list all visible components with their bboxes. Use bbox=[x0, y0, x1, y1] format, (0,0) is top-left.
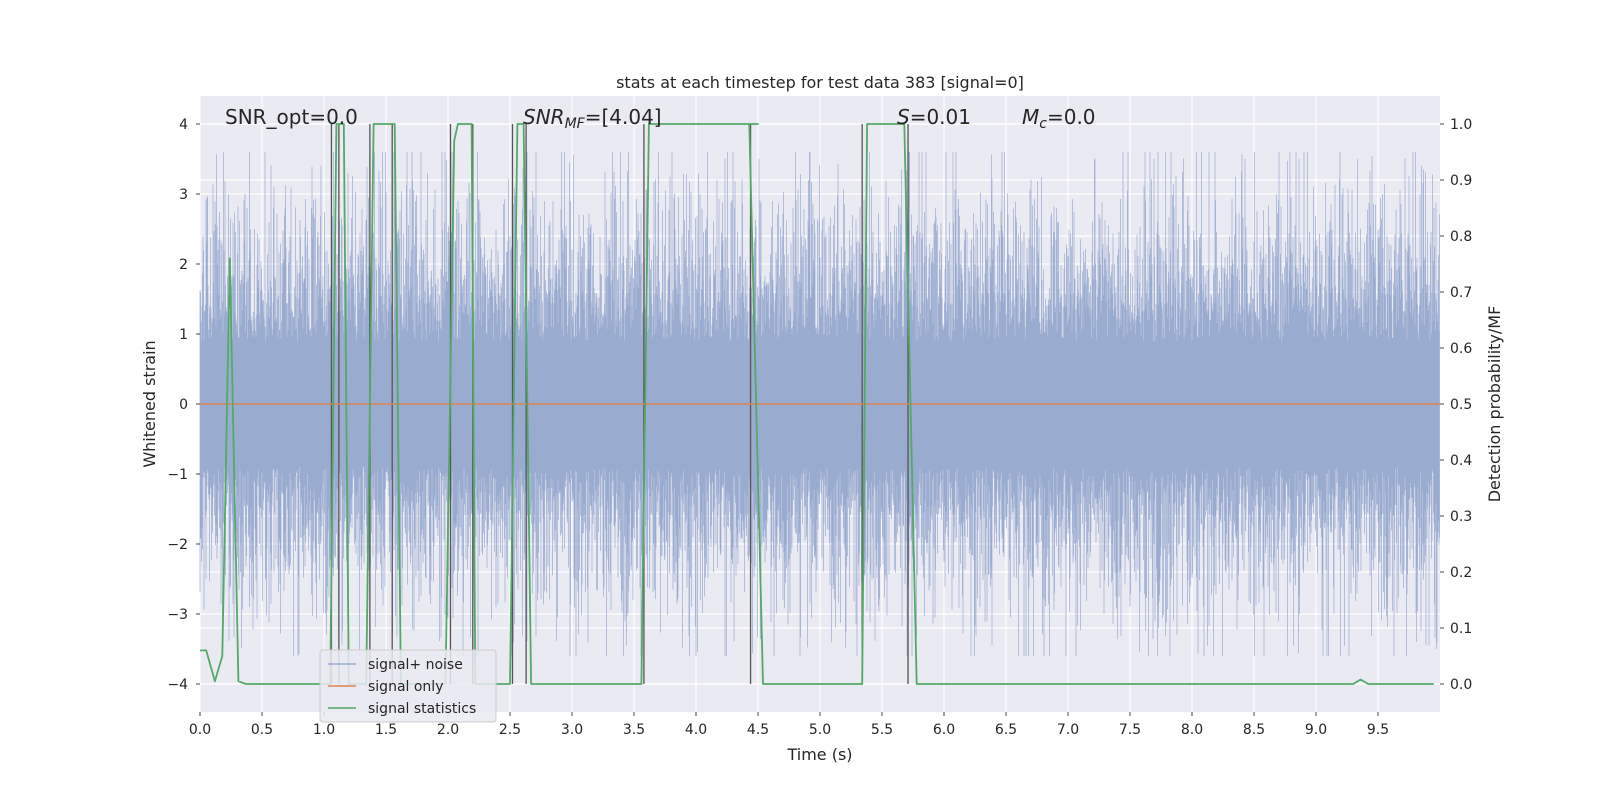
annotation-mc: Mc=0.0 bbox=[1022, 105, 1096, 132]
series-signal-statistics bbox=[200, 123, 1434, 685]
x-tick-label: 1.5 bbox=[375, 722, 397, 738]
x-tick-label: 6.0 bbox=[933, 722, 955, 738]
y-right-tick-label: 0.7 bbox=[1450, 285, 1472, 301]
x-tick-label: 9.5 bbox=[1367, 722, 1389, 738]
y-tick-label: 2 bbox=[179, 257, 188, 273]
y-right-tick-label: 0.8 bbox=[1450, 229, 1472, 245]
x-tick-label: 7.0 bbox=[1057, 722, 1079, 738]
y-axis-label: Whitened strain bbox=[140, 340, 159, 467]
y-tick-label: 3 bbox=[179, 187, 188, 203]
y-right-tick-label: 0.5 bbox=[1450, 397, 1472, 413]
y-axis-right-label: Detection probability/MF bbox=[1485, 306, 1504, 503]
x-tick-label: 1.0 bbox=[313, 722, 335, 738]
annotation-snr-mf: SNRMF=[4.04] bbox=[523, 105, 662, 132]
y-right-tick-label: 1.0 bbox=[1450, 117, 1472, 133]
x-tick-label: 6.5 bbox=[995, 722, 1017, 738]
x-tick-label: 7.5 bbox=[1119, 722, 1141, 738]
annotation-s-value: =0.01 bbox=[910, 105, 971, 129]
x-tick-label: 9.0 bbox=[1305, 722, 1327, 738]
y-right-tick-label: 0.3 bbox=[1450, 509, 1472, 525]
y-right-tick-label: 0.4 bbox=[1450, 453, 1472, 469]
annotation-mc-value: =0.0 bbox=[1047, 105, 1096, 129]
x-axis-label: Time (s) bbox=[786, 745, 852, 764]
legend-label-signal-noise: signal+ noise bbox=[368, 657, 463, 673]
annotation-snr-opt: SNR_opt=0.0 bbox=[225, 105, 358, 129]
legend-box bbox=[319, 649, 497, 723]
x-tick-label: 2.5 bbox=[499, 722, 521, 738]
y-right-tick-label: 0.9 bbox=[1450, 173, 1472, 189]
x-tick-label: 8.5 bbox=[1243, 722, 1265, 738]
legend-label-signal-only: signal only bbox=[368, 679, 443, 695]
x-tick-label: 8.0 bbox=[1181, 722, 1203, 738]
x-tick-label: 3.0 bbox=[561, 722, 583, 738]
x-tick-label: 4.0 bbox=[685, 722, 707, 738]
y-tick-label: −1 bbox=[167, 467, 188, 483]
x-tick-label: 0.5 bbox=[251, 722, 273, 738]
line-series bbox=[200, 123, 1440, 685]
legend: signal+ noise signal only signal statist… bbox=[319, 649, 497, 723]
y-tick-label: 0 bbox=[179, 397, 188, 413]
x-tick-label: 0.0 bbox=[189, 722, 211, 738]
x-tick-label: 5.5 bbox=[871, 722, 893, 738]
tick-labels: 0.0 0.5 1.0 1.5 2.0 2.5 3.0 3.5 4.0 4.5 5.0 5.5 6.0 6… bbox=[167, 117, 1472, 738]
annotation-mc-sub: c bbox=[1039, 116, 1047, 132]
chart-title: stats at each timestep for test data 383… bbox=[616, 73, 1024, 92]
annotation-snr-mf-main: SNR bbox=[523, 105, 565, 129]
y-right-tick-label: 0.0 bbox=[1450, 677, 1472, 693]
x-tick-label: 5.0 bbox=[809, 722, 831, 738]
y-tick-label: 1 bbox=[179, 327, 188, 343]
annotation-snr-mf-sub: MF bbox=[565, 116, 586, 132]
x-tick-label: 4.5 bbox=[747, 722, 769, 738]
x-tick-label: 3.5 bbox=[623, 722, 645, 738]
y-right-tick-label: 0.6 bbox=[1450, 341, 1472, 357]
legend-label-signal-statistics: signal statistics bbox=[368, 701, 476, 717]
y-right-tick-label: 0.2 bbox=[1450, 565, 1472, 581]
annotation-mc-main: M bbox=[1022, 105, 1039, 129]
annotation-snr-mf-value: =[4.04] bbox=[585, 105, 662, 129]
y-tick-label: −4 bbox=[167, 677, 188, 693]
annotation-s-symbol: S bbox=[897, 105, 910, 129]
y-tick-label: −2 bbox=[167, 537, 188, 553]
x-tick-label: 2.0 bbox=[437, 722, 459, 738]
y-tick-label: 4 bbox=[179, 117, 188, 133]
y-tick-label: −3 bbox=[167, 607, 188, 623]
annotation-s: S=0.01 bbox=[897, 105, 971, 129]
y-right-tick-label: 0.1 bbox=[1450, 621, 1472, 637]
